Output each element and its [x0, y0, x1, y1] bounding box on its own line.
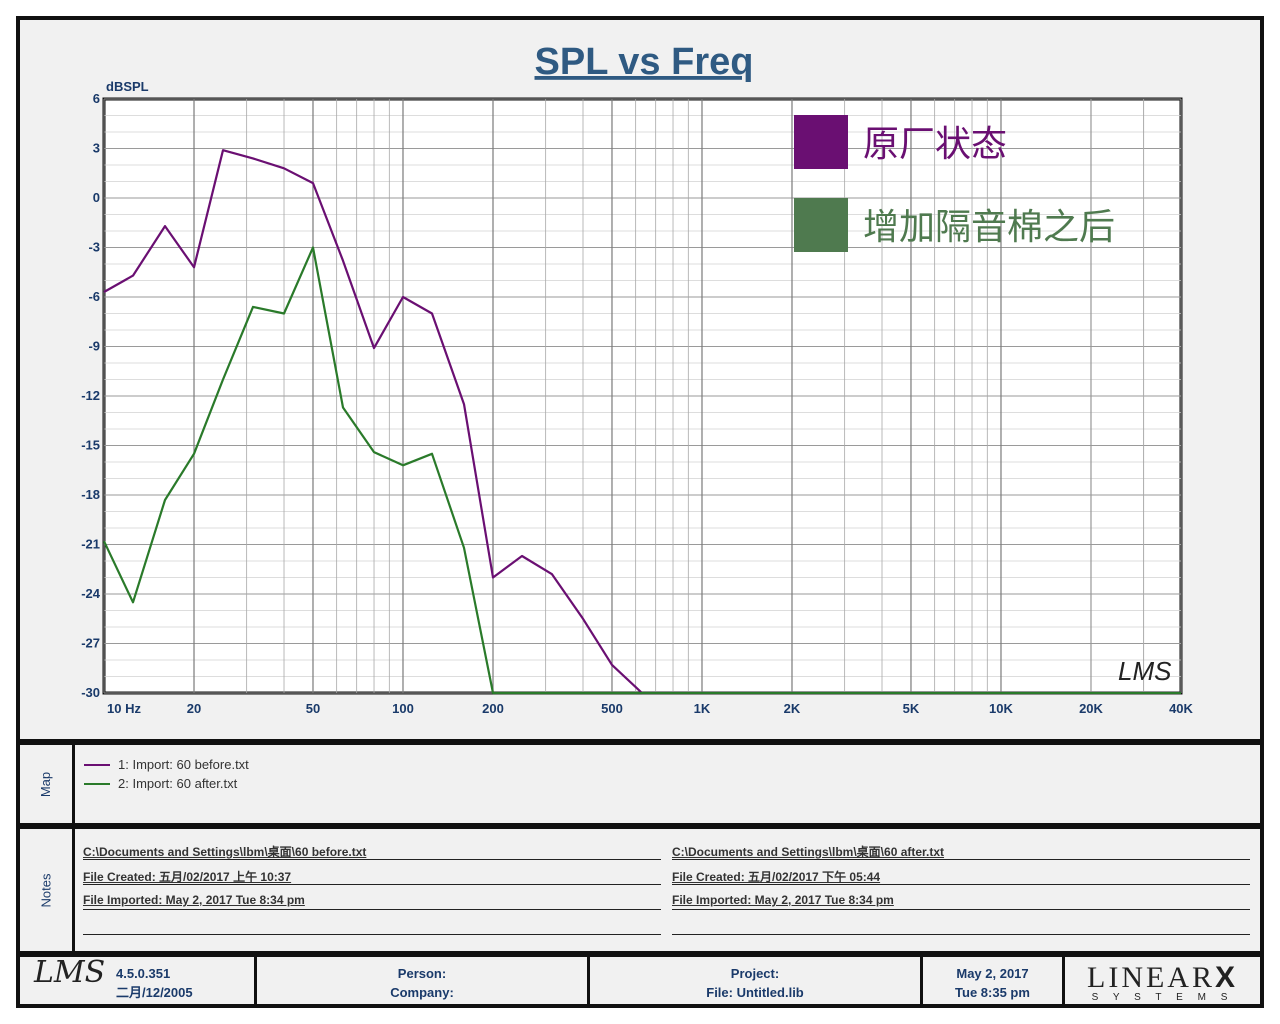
- x-tick-label: 10 Hz: [107, 701, 141, 716]
- y-axis-label: dBSPL: [106, 79, 149, 94]
- brand-systems: S Y S T E M S: [1091, 992, 1234, 1003]
- y-tick-label: -27: [81, 636, 100, 651]
- chart-title: SPL vs Freq: [535, 41, 754, 83]
- y-tick-label: -3: [88, 240, 100, 255]
- map-entry-2-swatch: [84, 782, 110, 785]
- notes-left-blank: [83, 910, 661, 935]
- legend-label-2: 增加隔音棉之后: [863, 206, 1115, 247]
- map-side-label: Map: [20, 745, 75, 823]
- footer-person-label: Person:: [397, 966, 447, 981]
- legend-swatch-2: [794, 198, 848, 252]
- notes-panel: Notes C:\Documents and Settings\lbm\桌面\6…: [16, 825, 1264, 955]
- x-tick-label: 5K: [903, 701, 920, 716]
- y-tick-label: -30: [81, 685, 100, 700]
- footer-version: 4.5.0.351: [116, 966, 171, 981]
- map-panel: Map 1: Import: 60 before.txt 2: Import: …: [16, 741, 1264, 827]
- footer-version-date: 二月/12/2005: [116, 985, 193, 1000]
- x-tick-label: 40K: [1169, 701, 1193, 716]
- footer-brand-cell: LINEARX S Y S T E M S: [1065, 957, 1260, 1004]
- legend-swatch-1: [794, 115, 848, 169]
- spl-chart: SPL vs Freq dBSPL 6 3 0 -3 -6 -9 -12 -15 -18 -21 -…: [81, 41, 1194, 716]
- legend-label-1: 原厂状态: [863, 123, 1007, 164]
- map-entry-1-label: 1: Import: 60 before.txt: [118, 757, 249, 772]
- x-tick-labels: 10 Hz 20 50 100 200 500 1K 2K 5K 10K 20K 40K: [107, 701, 1194, 716]
- footer-project-label: Project:: [730, 966, 780, 981]
- y-tick-label: -9: [88, 339, 100, 354]
- lms-watermark: LMS: [1118, 656, 1172, 686]
- x-tick-label: 10K: [989, 701, 1013, 716]
- notes-side-label: Notes: [20, 829, 75, 951]
- map-entry-2-label: 2: Import: 60 after.txt: [118, 776, 238, 791]
- x-tick-label: 20: [187, 701, 201, 716]
- footer-person-cell: Person: Company:: [257, 957, 590, 1004]
- footer-version-cell: LMS 4.5.0.351 二月/12/2005: [20, 957, 257, 1004]
- x-tick-label: 100: [392, 701, 414, 716]
- x-tick-label: 500: [601, 701, 623, 716]
- y-tick-label: -18: [81, 487, 100, 502]
- notes-right-imported: File Imported: May 2, 2017 Tue 8:34 pm: [672, 885, 1250, 910]
- footer-time: Tue 8:35 pm: [955, 985, 1030, 1000]
- notes-left-created: File Created: 五月/02/2017 上午 10:37: [83, 860, 661, 885]
- x-tick-label: 50: [306, 701, 320, 716]
- series-line-2: [103, 246, 1181, 695]
- x-tick-label: 1K: [694, 701, 711, 716]
- y-tick-label: 3: [93, 141, 100, 156]
- series-lines: [103, 149, 1181, 695]
- notes-right-blank: [672, 910, 1250, 935]
- x-tick-label: 20K: [1079, 701, 1103, 716]
- footer-company-label: Company:: [390, 985, 454, 1000]
- x-tick-label: 2K: [784, 701, 801, 716]
- y-tick-label: -12: [81, 388, 100, 403]
- plot-panel: SPL vs Freq dBSPL 6 3 0 -3 -6 -9 -12 -15 -18 -21 -…: [16, 16, 1264, 743]
- y-tick-label: -15: [81, 438, 100, 453]
- legend: 原厂状态 增加隔音棉之后: [794, 115, 1115, 252]
- notes-left: C:\Documents and Settings\lbm\桌面\60 befo…: [83, 835, 661, 935]
- notes-right-created: File Created: 五月/02/2017 下午 05:44: [672, 860, 1250, 885]
- y-tick-label: -6: [88, 289, 100, 304]
- brand-linear: LINEAR: [1087, 961, 1215, 994]
- footer-date-cell: May 2, 2017 Tue 8:35 pm: [923, 957, 1065, 1004]
- notes-left-path: C:\Documents and Settings\lbm\桌面\60 befo…: [83, 835, 661, 860]
- series-line-1: [103, 149, 1181, 695]
- footer-file-label: File: Untitled.lib: [706, 985, 804, 1000]
- y-tick-label: -24: [81, 586, 101, 601]
- y-tick-label: 0: [93, 190, 100, 205]
- y-tick-label: 6: [93, 91, 100, 106]
- footer-logo: LMS: [34, 955, 106, 990]
- y-tick-labels: 6 3 0 -3 -6 -9 -12 -15 -18 -21 -24 -27 -30: [81, 91, 101, 700]
- x-tick-label: 200: [482, 701, 504, 716]
- footer-panel: LMS 4.5.0.351 二月/12/2005 Person: Company…: [16, 953, 1264, 1008]
- notes-right: C:\Documents and Settings\lbm\桌面\60 afte…: [672, 835, 1250, 935]
- y-tick-label: -21: [81, 537, 100, 552]
- map-entry-1-swatch: [84, 763, 110, 766]
- footer-project-cell: Project: File: Untitled.lib: [590, 957, 923, 1004]
- notes-left-imported: File Imported: May 2, 2017 Tue 8:34 pm: [83, 885, 661, 910]
- footer-date: May 2, 2017: [956, 966, 1029, 981]
- notes-right-path: C:\Documents and Settings\lbm\桌面\60 afte…: [672, 835, 1250, 860]
- map-entry-2[interactable]: 2: Import: 60 after.txt: [84, 776, 237, 791]
- brand-x: X: [1214, 961, 1238, 994]
- map-entry-1[interactable]: 1: Import: 60 before.txt: [84, 757, 249, 772]
